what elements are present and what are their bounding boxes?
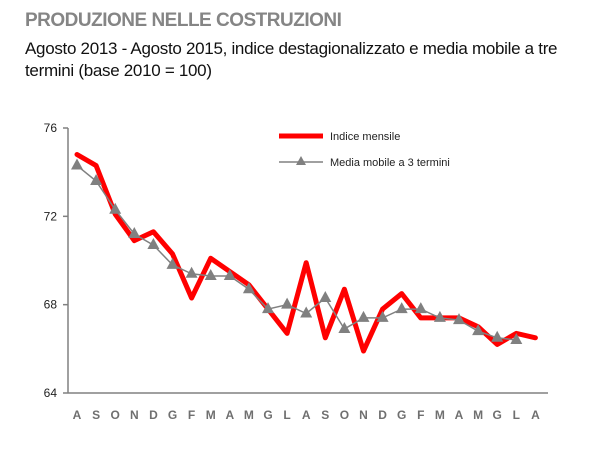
- x-tick-label: D: [149, 408, 158, 422]
- triangle-marker-icon: [338, 321, 351, 333]
- triangle-marker-icon: [296, 156, 306, 165]
- triangle-marker-icon: [453, 313, 465, 325]
- legend-label-index: Indice mensile: [330, 131, 400, 143]
- x-tick-label: G: [263, 408, 272, 422]
- x-tick-label: A: [225, 408, 234, 422]
- x-tick-label: O: [111, 408, 120, 422]
- triangle-marker-icon: [491, 330, 504, 342]
- triangle-marker-icon: [185, 266, 198, 278]
- x-tick-label: A: [455, 408, 464, 422]
- series-index-line: [74, 152, 538, 354]
- triangle-marker-icon: [166, 257, 179, 269]
- y-tick-label: 76: [44, 121, 58, 135]
- chart-title: PRODUZIONE NELLE COSTRUZIONI: [25, 10, 342, 31]
- triangle-marker-icon: [510, 333, 523, 344]
- x-tick-label: M: [473, 408, 483, 422]
- x-tick-label: A: [302, 408, 311, 422]
- x-tick-label: G: [168, 408, 177, 422]
- triangle-marker-icon: [128, 227, 141, 238]
- triangle-marker-icon: [71, 158, 83, 170]
- triangle-marker-icon: [90, 174, 103, 185]
- x-tick-label: M: [435, 408, 445, 422]
- series-moving-avg-line: [76, 164, 517, 341]
- triangle-marker-icon: [472, 324, 485, 336]
- triangle-marker-icon: [376, 310, 389, 322]
- triangle-marker-icon: [262, 302, 274, 314]
- x-tick-label: F: [417, 408, 424, 422]
- triangle-marker-icon: [109, 202, 122, 214]
- legend-label-moving-avg: Media mobile a 3 termini: [330, 157, 450, 169]
- triangle-marker-icon: [147, 238, 160, 250]
- x-tick-label: L: [283, 408, 290, 422]
- triangle-marker-icon: [204, 268, 217, 280]
- x-tick-label: N: [359, 408, 368, 422]
- x-tick-label: S: [92, 408, 100, 422]
- y-tick-label: 68: [44, 298, 58, 312]
- x-tick-label: D: [378, 408, 387, 422]
- x-tick-label: F: [188, 408, 195, 422]
- triangle-marker-icon: [300, 306, 313, 318]
- x-tick-label: A: [73, 408, 82, 422]
- x-tick-label: M: [244, 408, 254, 422]
- chart-legend: Indice mensile Media mobile a 3 termini: [279, 131, 450, 169]
- triangle-marker-icon: [414, 302, 427, 314]
- triangle-marker-icon: [357, 310, 370, 322]
- triangle-marker-icon: [281, 297, 294, 309]
- x-tick-label: G: [397, 408, 406, 422]
- x-tick-label: M: [206, 408, 216, 422]
- triangle-marker-icon: [433, 310, 446, 322]
- triangle-marker-icon: [319, 291, 332, 303]
- y-tick-label: 64: [44, 386, 58, 400]
- chart-subtitle: Agosto 2013 - Agosto 2015, indice destag…: [25, 39, 558, 80]
- y-tick-label: 72: [44, 209, 58, 223]
- x-tick-label: O: [340, 408, 349, 422]
- x-tick-label: A: [531, 408, 540, 422]
- triangle-marker-icon: [223, 268, 236, 280]
- x-tick-label: L: [513, 408, 520, 422]
- triangle-marker-icon: [395, 302, 408, 314]
- x-tick-label: S: [321, 408, 329, 422]
- triangle-marker-icon: [242, 282, 255, 294]
- x-tick-label: G: [493, 408, 502, 422]
- chart-lines: [71, 152, 538, 354]
- x-tick-label: N: [130, 408, 139, 422]
